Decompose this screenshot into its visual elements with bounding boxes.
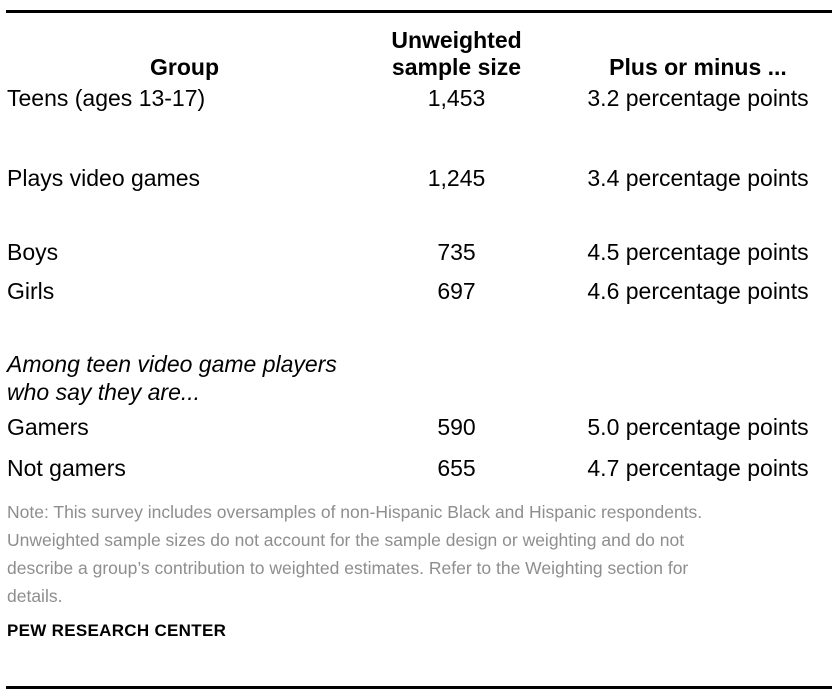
group-cell: Teens (ages 13-17)	[7, 85, 206, 111]
top-rule	[6, 10, 832, 13]
column-header-group: Group	[150, 54, 219, 80]
section-label: Among teen video game players who say th…	[7, 351, 337, 405]
group-cell: Plays video games	[7, 165, 201, 191]
footnote: Note: This survey includes oversamples o…	[7, 502, 703, 606]
table-row: Plays video games 1,245 3.4 percentage p…	[0, 165, 840, 192]
moe-cell: 4.6 percentage points	[587, 278, 809, 304]
source-attribution: PEW RESEARCH CENTER	[7, 621, 227, 640]
sample-size-cell: 735	[437, 239, 476, 265]
sample-size-cell: 697	[437, 278, 476, 304]
moe-cell: 3.4 percentage points	[587, 165, 809, 191]
sample-size-cell: 590	[437, 414, 476, 440]
sample-size-cell: 1,453	[427, 85, 486, 111]
group-cell: Girls	[7, 278, 55, 304]
table-row: Girls 697 4.6 percentage points	[0, 278, 840, 305]
moe-cell: 4.7 percentage points	[587, 455, 809, 481]
group-cell: Gamers	[7, 414, 89, 440]
moe-cell: 5.0 percentage points	[587, 414, 809, 440]
moe-cell: 3.2 percentage points	[587, 85, 809, 111]
group-cell: Boys	[7, 239, 59, 265]
table-row: Gamers 590 5.0 percentage points	[0, 414, 840, 441]
column-header-sample-size: Unweighted sample size	[391, 27, 522, 80]
sample-size-cell: 1,245	[427, 165, 486, 191]
table-row: Boys 735 4.5 percentage points	[0, 239, 840, 266]
group-cell: Not gamers	[7, 455, 126, 481]
bottom-rule	[6, 686, 832, 689]
table-row: Not gamers 655 4.7 percentage points	[0, 455, 840, 482]
sample-size-cell: 655	[437, 455, 476, 481]
column-header-margin-of-error: Plus or minus ...	[609, 54, 787, 80]
moe-cell: 4.5 percentage points	[587, 239, 809, 265]
table-row: Teens (ages 13-17) 1,453 3.2 percentage …	[0, 85, 840, 112]
